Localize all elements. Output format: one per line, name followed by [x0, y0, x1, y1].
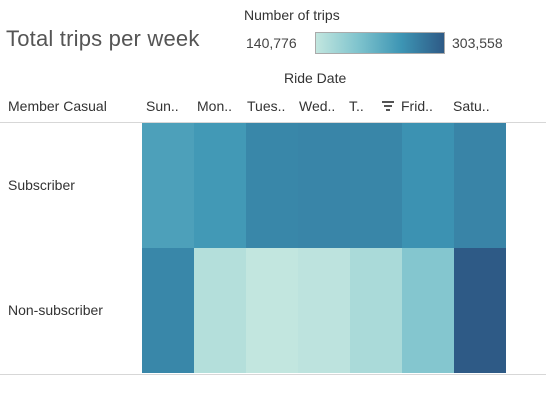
column-header[interactable]: T.. [349, 98, 364, 114]
heatmap-cell[interactable] [350, 248, 402, 373]
header-divider [0, 122, 546, 123]
column-header[interactable]: Frid.. [401, 98, 433, 114]
heatmap-cell[interactable] [194, 123, 246, 248]
legend-max-label: 303,558 [452, 35, 503, 51]
heatmap-cell[interactable] [246, 248, 298, 373]
heatmap-cell[interactable] [298, 123, 350, 248]
heatmap-cell[interactable] [142, 123, 194, 248]
column-header[interactable]: Sun.. [146, 98, 179, 114]
column-header[interactable]: Tues.. [247, 98, 286, 114]
row-label[interactable]: Non-subscriber [8, 302, 103, 318]
column-header[interactable]: Satu.. [453, 98, 490, 114]
heatmap-cell[interactable] [402, 123, 454, 248]
column-header[interactable]: Wed.. [299, 98, 336, 114]
bottom-divider [0, 374, 546, 375]
heatmap-cell[interactable] [194, 248, 246, 373]
heatmap-cell[interactable] [454, 248, 506, 373]
heatmap-cell[interactable] [246, 123, 298, 248]
column-field-label[interactable]: Ride Date [284, 70, 347, 86]
legend-min-label: 140,776 [246, 35, 297, 51]
legend-gradient-bar [315, 32, 445, 54]
view-title: Total trips per week [6, 26, 200, 51]
heatmap-cell[interactable] [298, 248, 350, 373]
heatmap-cell[interactable] [454, 123, 506, 248]
heatmap-cell[interactable] [142, 248, 194, 373]
heatmap-cell[interactable] [402, 248, 454, 373]
legend-title: Number of trips [244, 7, 340, 23]
sort-descending-icon[interactable] [381, 99, 395, 113]
row-field-label[interactable]: Member Casual [8, 98, 107, 114]
row-label[interactable]: Subscriber [8, 177, 75, 193]
column-header[interactable]: Mon.. [197, 98, 233, 114]
heatmap-cell[interactable] [350, 123, 402, 248]
